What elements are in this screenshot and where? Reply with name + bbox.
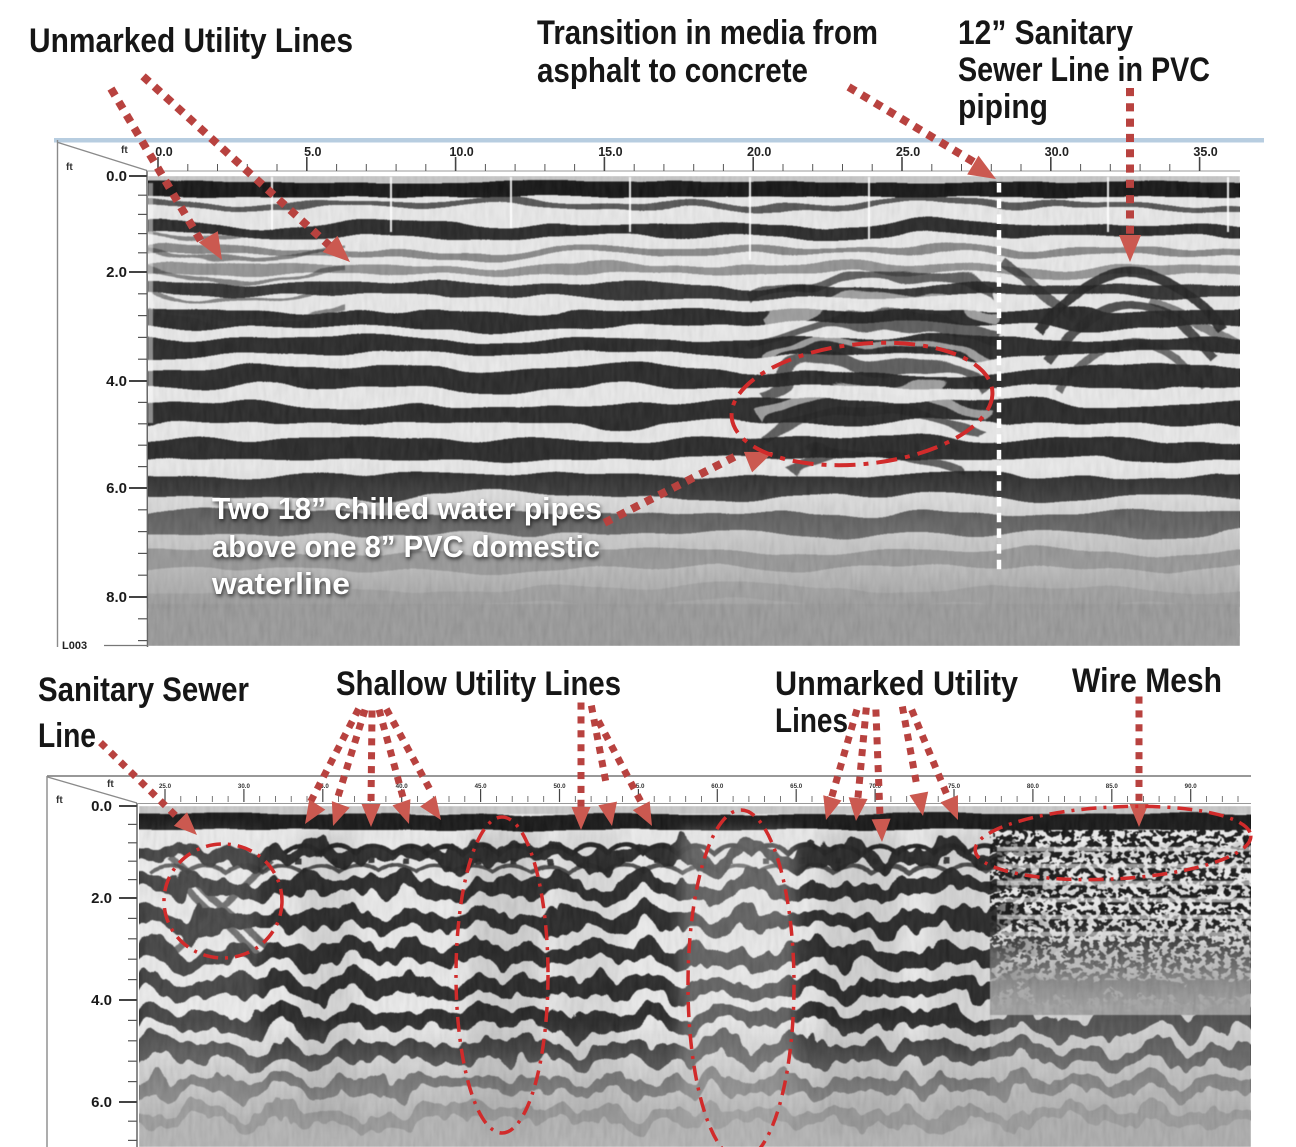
svg-text:25.0: 25.0: [159, 783, 172, 790]
svg-text:30.0: 30.0: [1045, 145, 1069, 159]
svg-text:30.0: 30.0: [238, 783, 251, 790]
svg-text:Two 18” chilled water pipes: Two 18” chilled water pipes: [212, 491, 602, 526]
svg-text:ft: ft: [66, 162, 73, 173]
svg-text:Lines: Lines: [775, 702, 848, 740]
svg-text:85.0: 85.0: [1106, 783, 1119, 790]
svg-text:20.0: 20.0: [747, 145, 771, 159]
svg-text:6.0: 6.0: [91, 1094, 112, 1111]
svg-text:10.0: 10.0: [449, 145, 473, 159]
svg-text:0.0: 0.0: [155, 145, 172, 159]
svg-text:70.0: 70.0: [869, 783, 882, 790]
svg-text:75.0: 75.0: [948, 783, 961, 790]
svg-text:Unmarked Utility Lines: Unmarked Utility Lines: [29, 22, 353, 60]
svg-text:80.0: 80.0: [1027, 783, 1040, 790]
svg-text:ft: ft: [56, 795, 63, 806]
svg-text:4.0: 4.0: [91, 992, 112, 1009]
svg-text:Unmarked Utility: Unmarked Utility: [775, 665, 1018, 703]
svg-text:45.0: 45.0: [475, 783, 488, 790]
svg-text:35.0: 35.0: [317, 783, 330, 790]
svg-text:50.0: 50.0: [553, 783, 566, 790]
svg-text:0.0: 0.0: [106, 168, 127, 185]
svg-text:2.0: 2.0: [106, 264, 127, 281]
svg-text:5.0: 5.0: [304, 145, 321, 159]
svg-text:2.0: 2.0: [91, 890, 112, 907]
svg-text:above one 8” PVC domestic: above one 8” PVC domestic: [212, 529, 600, 564]
svg-text:15.0: 15.0: [598, 145, 622, 159]
svg-text:35.0: 35.0: [1193, 145, 1217, 159]
svg-text:Sanitary Sewer: Sanitary Sewer: [38, 671, 249, 709]
svg-text:Shallow Utility Lines: Shallow Utility Lines: [336, 665, 621, 703]
svg-text:waterline: waterline: [211, 566, 350, 601]
svg-text:0.0: 0.0: [91, 798, 112, 815]
svg-text:25.0: 25.0: [896, 145, 920, 159]
svg-text:Line: Line: [38, 717, 96, 755]
svg-text:65.0: 65.0: [790, 783, 803, 790]
svg-text:40.0: 40.0: [396, 783, 409, 790]
svg-text:asphalt to concrete: asphalt to concrete: [537, 52, 808, 90]
svg-text:8.0: 8.0: [106, 589, 127, 606]
svg-text:6.0: 6.0: [106, 480, 127, 497]
svg-text:L003: L003: [62, 640, 87, 652]
svg-text:piping: piping: [958, 88, 1048, 126]
svg-text:60.0: 60.0: [711, 783, 724, 790]
svg-text:90.0: 90.0: [1185, 783, 1198, 790]
svg-text:Transition in media from: Transition in media from: [537, 14, 878, 52]
svg-text:Sewer Line in PVC: Sewer Line in PVC: [958, 51, 1210, 89]
svg-text:4.0: 4.0: [106, 373, 127, 390]
svg-text:12” Sanitary: 12” Sanitary: [958, 14, 1133, 52]
svg-text:ft: ft: [107, 779, 114, 790]
svg-text:55.0: 55.0: [632, 783, 645, 790]
svg-text:Wire Mesh: Wire Mesh: [1072, 662, 1222, 700]
svg-text:ft: ft: [121, 145, 128, 156]
